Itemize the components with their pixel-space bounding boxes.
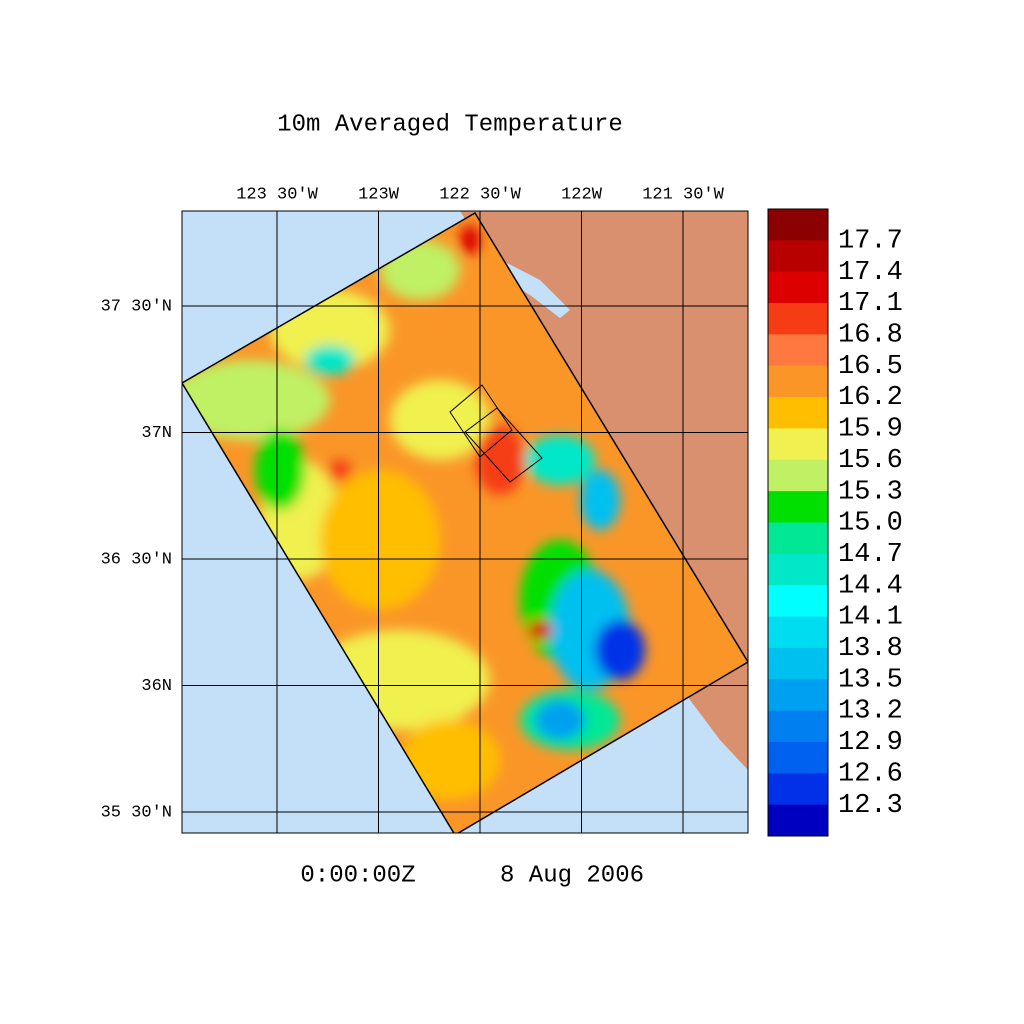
colorbar-label: 15.0 [838,509,903,539]
colorbar-swatch [768,428,828,461]
lon-label: 122W [561,185,603,204]
colorbar-swatch [768,679,828,712]
lat-label: 35 30'N [101,803,172,822]
colorbar-label: 13.2 [838,697,903,727]
colorbar: 17.717.417.116.816.516.215.915.615.315.0… [768,209,903,837]
axis-labels: 123 30'W 123W 122 30'W 122W 121 30'W 37 30'N 3… [101,185,725,822]
colorbar-swatch [768,773,828,806]
colorbar-swatch [768,240,828,273]
colorbar-label: 13.8 [838,634,903,664]
colorbar-swatch [768,710,828,743]
colorbar-label: 15.3 [838,477,903,507]
colorbar-swatch [768,553,828,586]
colorbar-label: 12.6 [838,759,903,789]
colorbar-swatch [768,647,828,680]
colorbar-swatch [768,741,828,774]
lat-label: 36N [141,677,172,696]
lat-label: 37 30'N [101,297,172,316]
colorbar-label: 14.7 [838,540,903,570]
colorbar-swatch [768,397,828,429]
colorbar-label: 16.8 [838,321,903,351]
colorbar-label: 14.1 [838,603,903,633]
colorbar-label: 14.4 [838,571,903,601]
colorbar-swatch [768,491,828,523]
colorbar-label: 15.6 [838,446,903,476]
lon-label: 121 30'W [642,185,724,204]
lat-label: 37N [141,424,172,443]
colorbar-label: 17.1 [838,289,903,319]
colorbar-swatch [768,303,828,335]
colorbar-swatch [768,334,828,367]
colorbar-label: 16.5 [838,352,903,382]
colorbar-label: 17.7 [838,226,903,256]
colorbar-swatch [768,585,828,618]
colorbar-swatch [768,616,828,649]
colorbar-label: 17.4 [838,258,903,288]
title: 10m Averaged Temperature [277,111,623,138]
colorbar-swatch [768,365,828,398]
colorbar-swatch [768,271,828,304]
map-frame [181,210,749,834]
date-label: 8 Aug 2006 [500,862,644,889]
colorbar-swatch [768,522,828,555]
graticule [182,211,748,833]
colorbar-frame [767,208,829,837]
colorbar-swatch [768,209,828,241]
lat-label: 36 30'N [101,550,172,569]
lon-label: 122 30'W [439,185,521,204]
lon-label: 123W [358,185,400,204]
lon-label: 123 30'W [236,185,318,204]
colorbar-swatch [768,804,828,837]
time-label: 0:00:00Z [300,862,415,889]
colorbar-label: 16.2 [838,383,903,413]
colorbar-swatch [768,459,828,492]
map-area [182,211,748,833]
colorbar-label: 13.5 [838,665,903,695]
colorbar-label: 15.9 [838,415,903,445]
colorbar-label: 12.9 [838,728,903,758]
colorbar-label: 12.3 [838,791,903,821]
